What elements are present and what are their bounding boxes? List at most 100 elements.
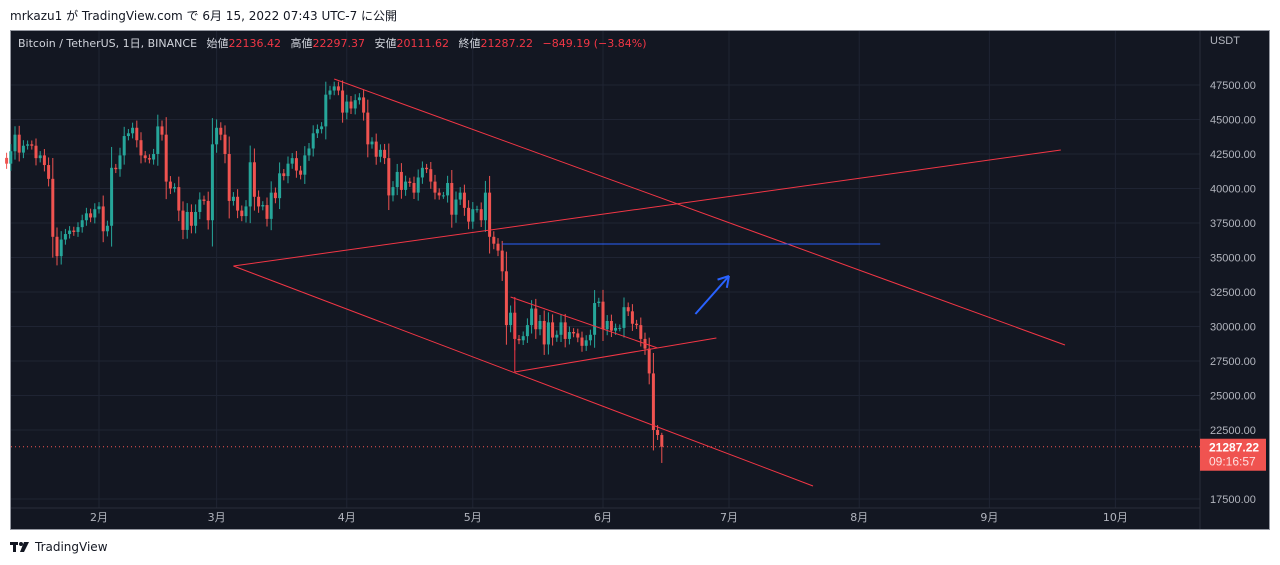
candle-body	[408, 181, 412, 183]
candle-body	[383, 149, 387, 159]
candle-body	[504, 271, 508, 326]
chart-legend: Bitcoin / TetherUS, 1日, BINANCE 始値22136.…	[18, 35, 647, 51]
candle-body	[626, 307, 630, 312]
candle-body	[458, 192, 462, 200]
candle-body	[517, 338, 521, 341]
candle-body	[110, 167, 114, 226]
y-tick-label: 42500.00	[1210, 149, 1256, 161]
candle-body	[215, 127, 219, 145]
candle-body	[114, 167, 118, 170]
candle-body	[399, 171, 403, 190]
candle-body	[341, 90, 345, 113]
candle-body	[425, 167, 429, 170]
candle-body	[492, 236, 496, 244]
candle-body	[231, 196, 235, 201]
candle-body	[261, 205, 265, 207]
candle-body	[240, 210, 244, 217]
low-value: 20111.62	[396, 37, 450, 50]
candle-body	[223, 134, 227, 154]
candle-body	[93, 209, 97, 218]
candle-body	[273, 192, 277, 199]
candle-body	[21, 145, 25, 153]
x-tick-label: 9月	[980, 511, 998, 524]
y-tick-label: 47500.00	[1210, 80, 1256, 92]
candle-body	[496, 243, 500, 251]
candle-body	[299, 170, 303, 175]
x-tick-label: 3月	[208, 511, 226, 524]
candle-body	[177, 187, 181, 211]
candle-body	[303, 155, 307, 175]
candle-body	[97, 206, 101, 210]
candle-body	[265, 205, 269, 219]
candle-body	[80, 220, 84, 228]
trendline-drawing	[233, 149, 1061, 267]
candle-body	[185, 211, 189, 230]
candle-body	[639, 325, 643, 339]
x-tick-label: 2月	[90, 511, 108, 524]
tradingview-logo-icon	[10, 542, 29, 552]
candle-body	[84, 213, 88, 221]
open-value: 22136.42	[228, 37, 282, 50]
brand-name[interactable]: TradingView	[35, 540, 108, 554]
candle-body	[454, 199, 458, 215]
y-tick-label: 40000.00	[1210, 184, 1256, 196]
candle-body	[152, 154, 156, 160]
y-tick-label: 37500.00	[1210, 218, 1256, 230]
candle-body	[349, 101, 353, 109]
candle-body	[479, 209, 483, 221]
candle-body	[198, 199, 202, 212]
candle-body	[584, 340, 588, 346]
candle-body	[437, 192, 441, 196]
footer: TradingView	[10, 540, 108, 554]
candle-body	[483, 192, 487, 221]
candle-body	[433, 181, 437, 193]
candle-body	[236, 196, 240, 211]
candle-body	[521, 336, 525, 341]
candle-body	[126, 133, 130, 137]
candle-body	[34, 145, 38, 159]
y-tick-label: 30000.00	[1210, 322, 1256, 334]
candle-body	[282, 173, 286, 177]
candle-body	[294, 158, 298, 171]
candle-body	[614, 327, 618, 331]
candle-body	[567, 332, 571, 339]
candle-body	[59, 239, 63, 257]
currency-label: USDT	[1210, 35, 1240, 47]
candle-body	[378, 149, 382, 157]
candle-body	[156, 126, 160, 154]
candle-body	[601, 301, 605, 330]
candle-body	[534, 308, 538, 330]
candle-body	[194, 211, 198, 226]
candle-body	[605, 320, 609, 330]
candle-body	[647, 348, 651, 374]
candle-body	[47, 165, 51, 179]
candle-body	[38, 155, 42, 159]
y-tick-label: 32500.00	[1210, 287, 1256, 299]
candle-body	[9, 151, 13, 164]
candle-body	[181, 210, 185, 230]
candle-body	[530, 308, 534, 326]
candle-body	[160, 126, 164, 135]
candle-body	[320, 126, 324, 130]
high-label: 高値	[290, 37, 313, 50]
candle-countdown: 09:16:57	[1209, 455, 1256, 469]
candle-body	[416, 177, 420, 193]
candle-body	[362, 97, 366, 113]
y-tick-label: 17500.00	[1210, 494, 1256, 506]
candle-body	[76, 227, 80, 232]
candle-body	[374, 141, 378, 157]
candle-body	[391, 187, 395, 196]
candle-body	[307, 148, 311, 156]
candle-body	[252, 162, 256, 197]
arrow-drawing	[694, 275, 730, 315]
candle-body	[404, 181, 408, 190]
candle-body	[206, 200, 210, 221]
candle-body	[51, 178, 55, 237]
candle-body	[26, 144, 30, 146]
low-label: 安値	[374, 37, 397, 50]
candle-body	[105, 225, 109, 232]
candle-body	[551, 322, 555, 338]
x-tick-label: 6月	[594, 511, 612, 524]
candle-body	[286, 163, 290, 177]
